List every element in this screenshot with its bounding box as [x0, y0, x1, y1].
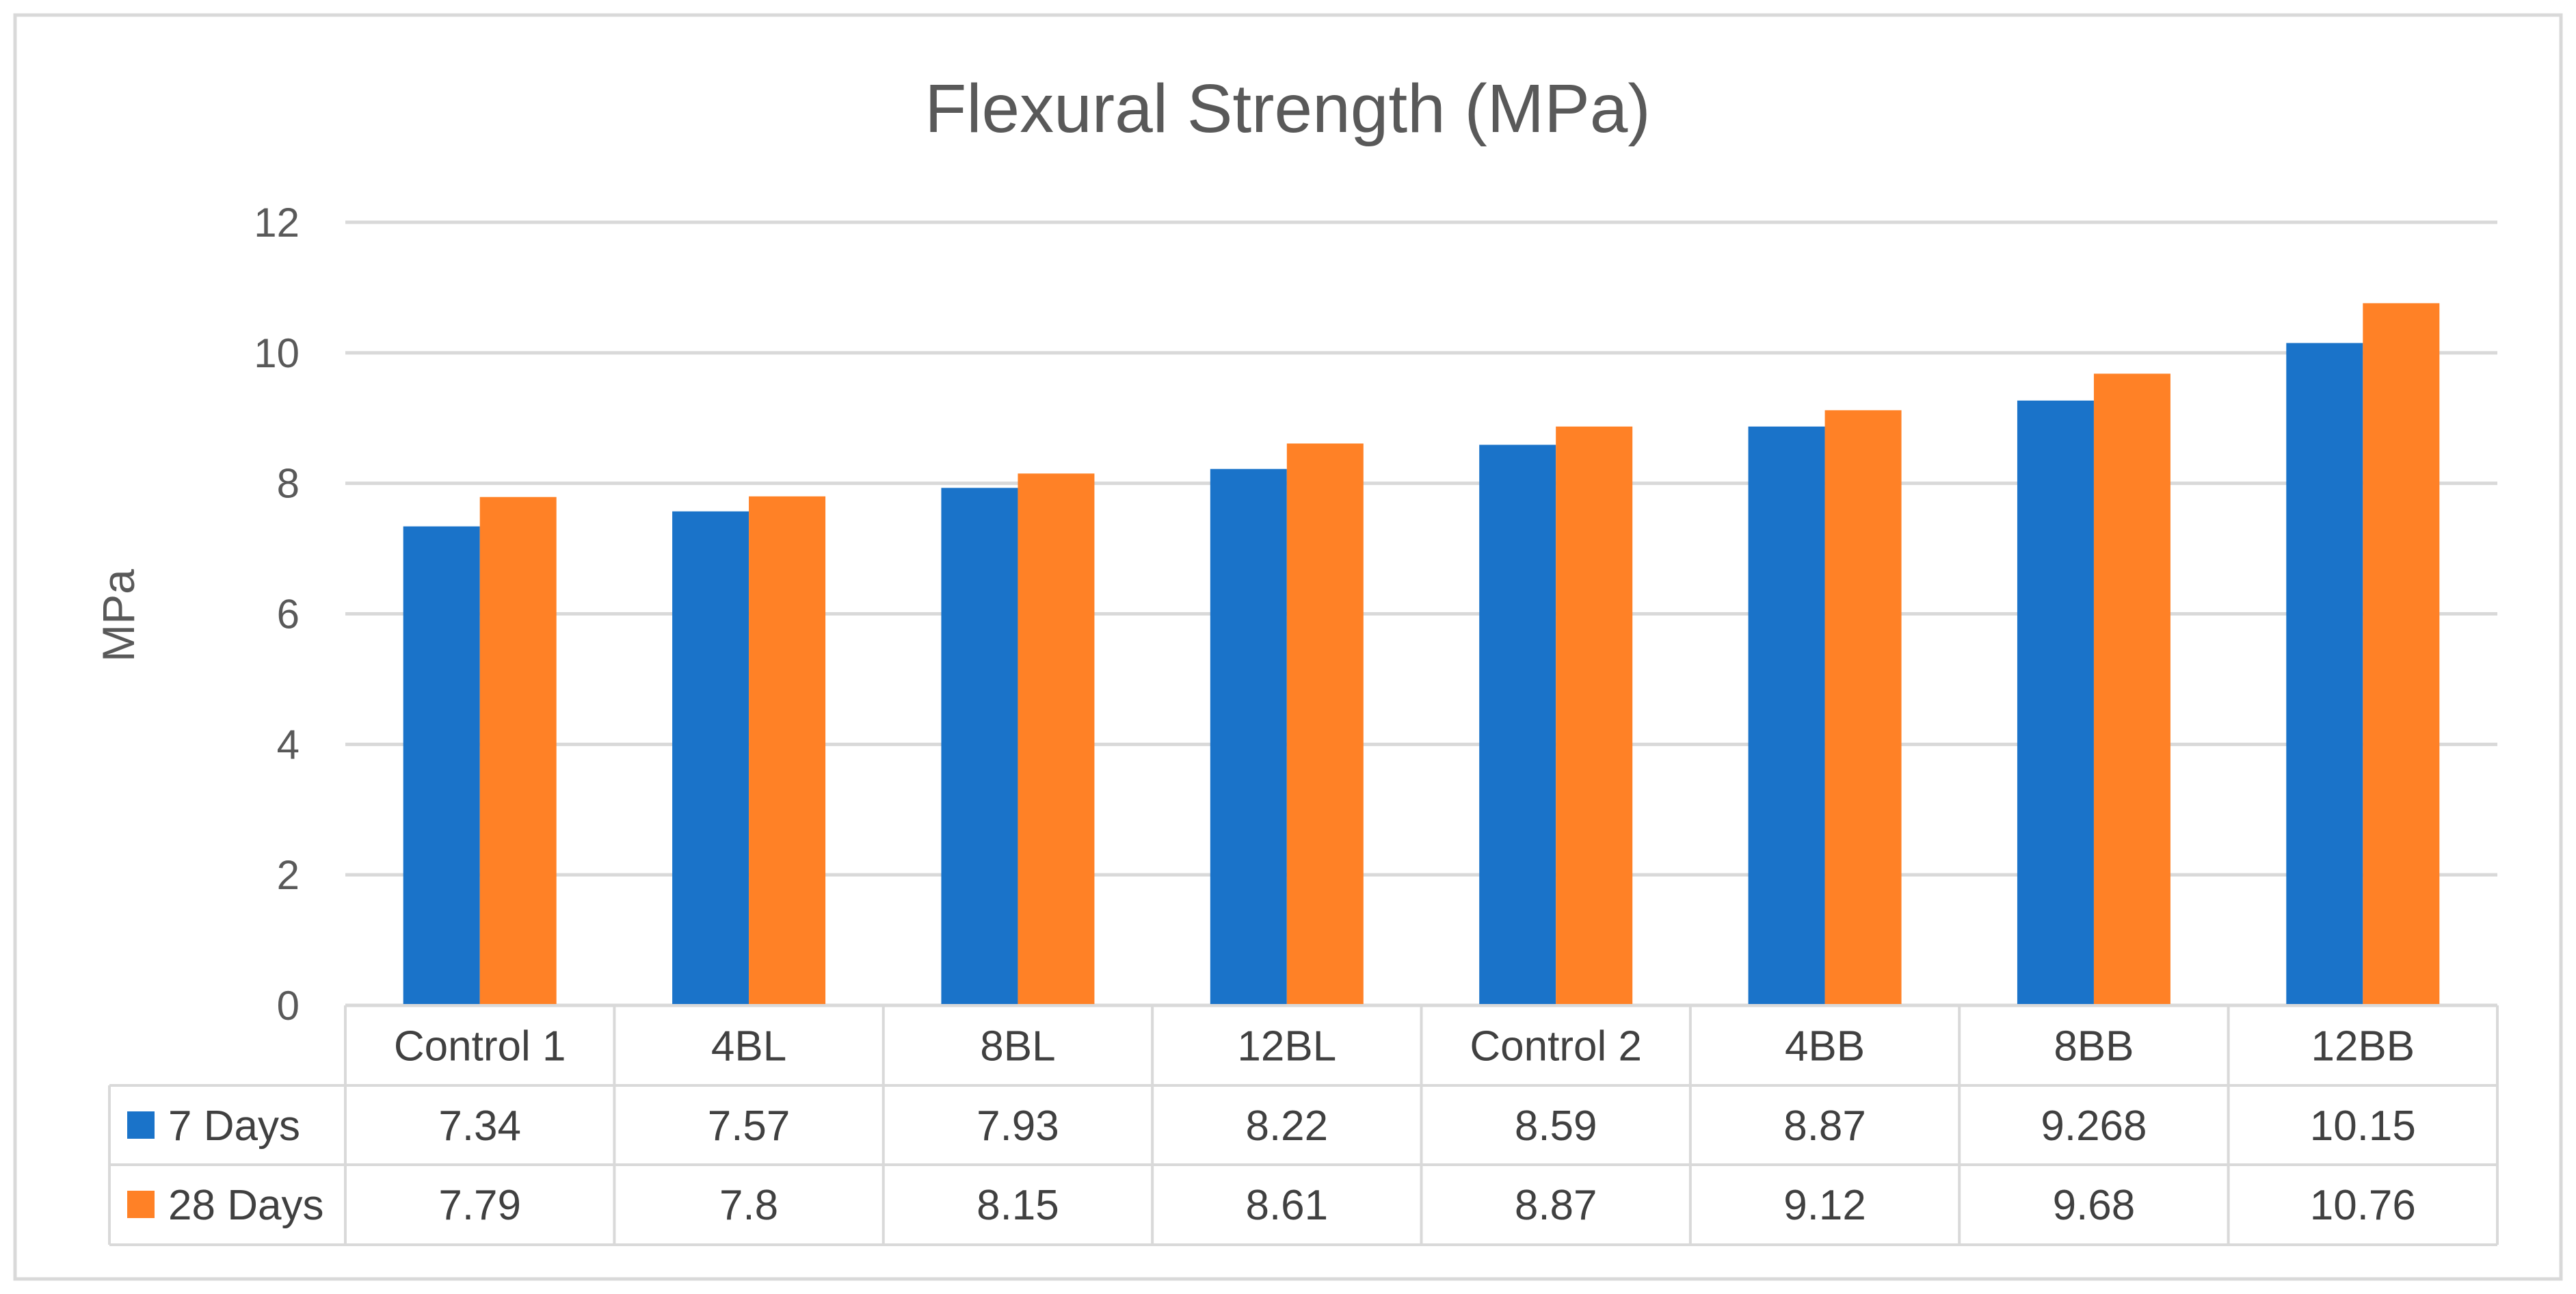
data-label: 7.57 — [708, 1102, 791, 1150]
data-table: Control 1 4BL 8BL 12BL Control 2 4BB 8BB 12BB 7 … — [108, 1004, 2499, 1246]
bars — [403, 303, 2440, 1006]
gridlines — [345, 220, 2497, 1007]
data-label: 8.22 — [1245, 1102, 1328, 1150]
y-tick-label: 6 — [277, 592, 300, 637]
bar-28-days-4bb — [1824, 410, 1902, 1005]
bar-28-days-8bl — [1018, 473, 1095, 1005]
legend-label: 28 Days — [168, 1182, 323, 1229]
x-category-label: Control 2 — [1470, 1023, 1642, 1070]
x-category-label: 4BB — [1785, 1023, 1865, 1070]
x-category-label: 8BB — [2054, 1023, 2134, 1070]
data-label: 8.87 — [1783, 1102, 1866, 1150]
data-label: 10.15 — [2310, 1102, 2416, 1150]
bar-7-days-4bb — [1748, 426, 1825, 1005]
bar-28-days-control-2 — [1556, 426, 1633, 1005]
x-category-label: Control 1 — [394, 1023, 566, 1070]
chart-title: Flexural Strength (MPa) — [925, 70, 1650, 147]
bar-7-days-12bl — [1210, 468, 1287, 1005]
legend-key — [127, 1191, 155, 1218]
y-axis-ticks: 0 2 4 6 8 10 12 — [254, 200, 300, 1029]
data-label: 8.15 — [977, 1182, 1059, 1229]
data-label: 7.8 — [719, 1182, 778, 1229]
y-tick-label: 10 — [254, 330, 300, 376]
x-category-label: 4BL — [711, 1023, 786, 1070]
bar-28-days-12bl — [1286, 443, 1364, 1005]
data-label: 8.59 — [1515, 1102, 1597, 1150]
data-label: 9.12 — [1783, 1182, 1866, 1229]
data-label: 7.79 — [438, 1182, 521, 1229]
data-label: 7.34 — [438, 1102, 521, 1150]
data-label: 7.93 — [977, 1102, 1059, 1150]
bar-7-days-control-2 — [1479, 445, 1556, 1005]
y-tick-label: 2 — [277, 852, 300, 898]
data-label: 10.76 — [2310, 1182, 2416, 1229]
bar-7-days-control-1 — [403, 526, 480, 1005]
x-category-label: 8BL — [980, 1023, 1055, 1070]
data-label: 9.268 — [2041, 1102, 2147, 1150]
data-label: 9.68 — [2053, 1182, 2136, 1229]
legend-label: 7 Days — [168, 1102, 300, 1150]
bar-7-days-12bb — [2286, 343, 2363, 1005]
y-tick-label: 0 — [277, 983, 300, 1029]
y-axis-label: MPa — [93, 569, 144, 662]
bar-28-days-control-1 — [479, 497, 557, 1005]
x-category-label: 12BL — [1237, 1023, 1336, 1070]
bar-7-days-8bl — [941, 488, 1018, 1005]
y-tick-label: 12 — [254, 200, 300, 246]
legend-key — [127, 1111, 155, 1139]
x-category-label: 12BB — [2311, 1023, 2415, 1070]
data-label: 8.61 — [1245, 1182, 1328, 1229]
bar-28-days-8bb — [2093, 373, 2170, 1005]
bar-28-days-4bl — [749, 496, 826, 1005]
chart-frame — [13, 13, 2563, 1281]
bar-7-days-4bl — [672, 511, 749, 1005]
bar-7-days-8bb — [2017, 400, 2094, 1005]
bar-28-days-12bb — [2363, 303, 2440, 1006]
y-tick-label: 4 — [277, 722, 300, 767]
y-tick-label: 8 — [277, 461, 300, 507]
data-label: 8.87 — [1515, 1182, 1597, 1229]
